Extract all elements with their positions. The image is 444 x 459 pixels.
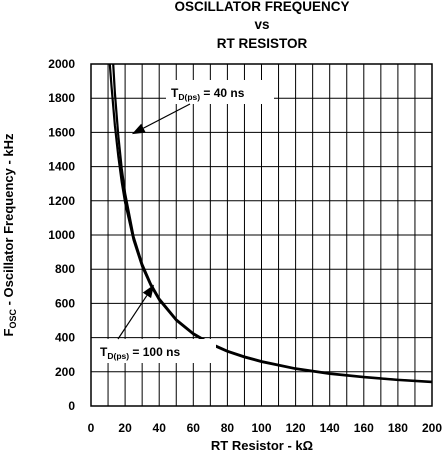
x-tick-label: 200 [422,421,442,435]
y-tick-label: 1400 [48,160,75,174]
x-tick-label: 100 [251,421,271,435]
annotation-100ns-box [96,339,216,363]
plot-frame [90,63,433,407]
curves [108,63,433,384]
y-axis-label: FOSC - Oscillator Frequency - kHz [1,133,18,337]
annotation-100ns-arrowhead [142,284,155,299]
chart-title-line-2: vs [254,17,269,32]
y-tick-label: 1000 [48,228,75,242]
x-tick-label: 20 [118,421,132,435]
y-tick-label: 1600 [48,125,75,139]
x-tick-label: 160 [354,421,374,435]
y-tick-label: 2000 [48,57,75,71]
y-tick-label: 800 [55,262,75,276]
x-tick-label: 80 [221,421,235,435]
x-tick-label: 180 [388,421,408,435]
y-tick-label: 1800 [48,91,75,105]
x-tick-label: 140 [320,421,340,435]
y-axis-ticks: 0 200 400 600 800 1000 1200 1400 1600 1800 2000 [48,57,75,413]
x-tick-label: 0 [88,421,95,435]
series-line-1 [108,63,433,384]
y-tick-label: 1200 [48,194,75,208]
chart-title-line-1: OSCILLATOR FREQUENCY [174,0,349,14]
annotation-40ns-arrowhead [131,123,146,135]
grid-lines [90,63,433,407]
annotation-100ns-arrow [117,295,148,340]
x-tick-label: 40 [153,421,167,435]
chart-title-line-3: RT RESISTOR [217,36,308,51]
series-line-2 [112,63,433,383]
x-tick-label: 60 [187,421,201,435]
y-tick-label: 600 [55,296,75,310]
x-tick-label: 120 [286,421,306,435]
x-axis-ticks: 0 20 40 60 80 100 120 140 160 180 200 [88,421,443,435]
annotation-100ns: TD(ps) = 100 ns [100,345,180,361]
x-axis-label: RT Resistor - kΩ [211,438,313,453]
y-tick-label: 0 [68,399,75,413]
annotation-40ns-arrow [143,103,191,129]
annotation-40ns-box [166,80,274,104]
y-tick-label: 200 [55,365,75,379]
y-tick-label: 400 [55,331,75,345]
annotation-40ns: TD(ps) = 40 ns [171,86,245,102]
